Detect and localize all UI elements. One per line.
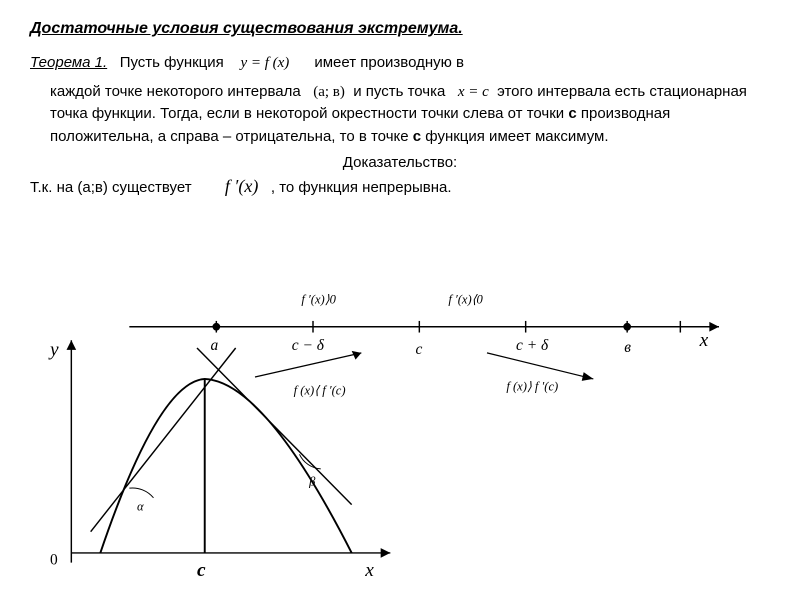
tangent-right — [197, 348, 352, 505]
proof-text: Т.к. на (а;в) существует f ′(x) , то фун… — [30, 173, 770, 200]
theorem-interval: (а; в) — [313, 84, 345, 100]
c-label: c — [197, 560, 206, 580]
proof-label: Доказательство: — [30, 154, 770, 171]
label-c-line: c — [415, 341, 422, 358]
tangent-left — [91, 348, 236, 532]
alpha-arc — [129, 488, 153, 498]
x-axis-label: x — [364, 560, 374, 580]
theorem-line2: каждой точке некоторого интервала (а; в)… — [30, 81, 770, 149]
fprime-pos: f ′(x)⟩0 — [301, 293, 336, 307]
theorem-p2b: и пусть точка — [353, 83, 445, 100]
theorem-pt: x = c — [458, 84, 489, 100]
graph: y x 0 c α β — [48, 340, 390, 580]
theorem-p1a: Пусть функция — [120, 54, 224, 71]
theorem-label: Теорема 1. — [30, 54, 107, 71]
label-a: а — [211, 337, 219, 354]
label-x-line: x — [699, 330, 709, 351]
theorem-p1b: имеет производную в — [314, 54, 464, 71]
proof-p1: Т.к. на (а;в) существует — [30, 179, 192, 196]
bold-c-1: с — [568, 105, 576, 122]
bold-c-2: с — [413, 128, 421, 145]
theorem-text: Теорема 1. Пусть функция y = f (x) имеет… — [30, 52, 770, 75]
theorem-fn: y = f (x) — [240, 55, 289, 71]
label-b: в — [624, 339, 631, 356]
theorem-p2a: каждой точке некоторого интервала — [50, 83, 301, 100]
theorem-p2c: этого — [497, 83, 533, 100]
proof-p2: , то функция непрерывна. — [271, 179, 452, 196]
mid-left: f (x)⟨ f ′(c) — [294, 383, 346, 397]
proof-fprime: f ′(x) — [225, 176, 258, 196]
label-c-plus-delta: c + δ — [516, 337, 549, 354]
alpha-label: α — [137, 499, 144, 513]
fprime-neg: f ′(x)⟨0 — [448, 293, 483, 307]
origin-label: 0 — [50, 552, 58, 569]
beta-label: β — [308, 474, 316, 488]
label-c-minus-delta: c − δ — [292, 337, 325, 354]
y-axis-label: y — [48, 340, 59, 361]
page-title: Достаточные условия существования экстре… — [30, 20, 770, 38]
mid-right: f (x)⟩ f ′(c) — [506, 380, 558, 394]
theorem-p5: функция имеет максимум. — [425, 128, 608, 145]
diagram: а c − δ c c + δ в x f ′(x)⟩0 f ′(x)⟨0 f … — [30, 290, 770, 580]
